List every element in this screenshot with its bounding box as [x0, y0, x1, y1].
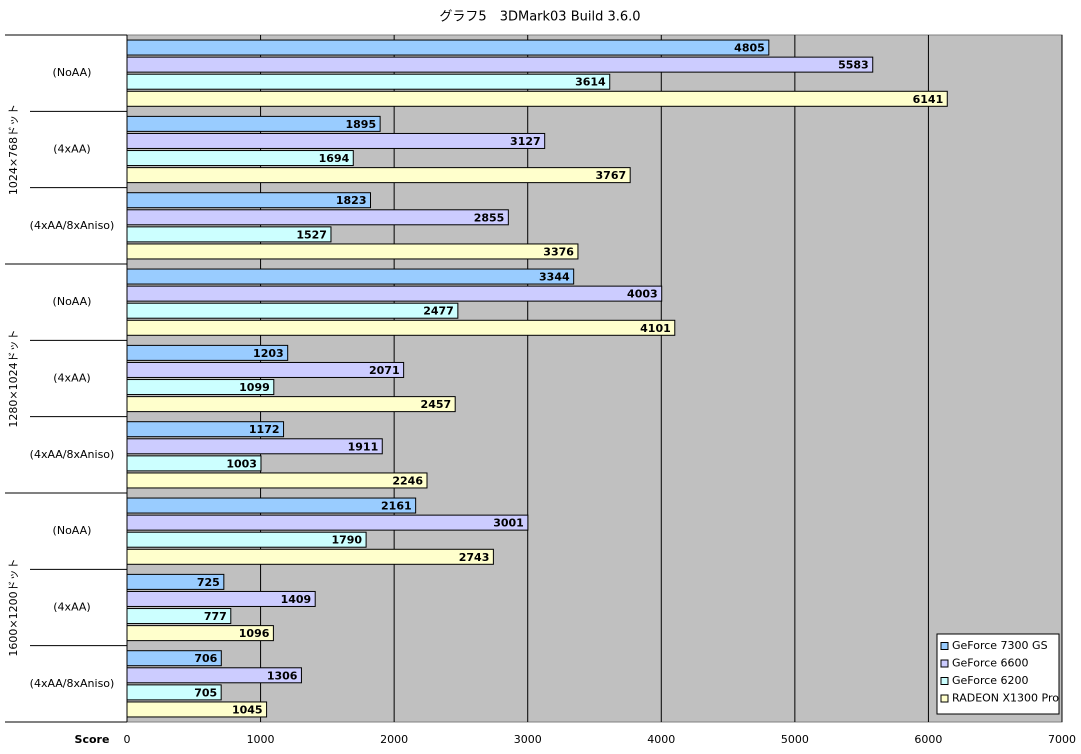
- legend-box: [936, 633, 1060, 715]
- data-label: 2457: [421, 398, 452, 411]
- bar: [126, 531, 367, 548]
- bar: [126, 73, 611, 90]
- bar: [126, 90, 948, 107]
- bar: [126, 132, 546, 149]
- data-label: 5583: [838, 59, 869, 72]
- data-label: 3344: [539, 271, 570, 284]
- legend-swatch: [940, 694, 949, 703]
- x-tick-label: 7000: [1048, 733, 1076, 746]
- data-label: 1203: [253, 347, 284, 360]
- data-label: 2161: [381, 500, 412, 513]
- data-label: 2071: [369, 364, 400, 377]
- data-label: 3767: [596, 169, 627, 182]
- bar: [126, 268, 575, 285]
- bar: [126, 548, 494, 565]
- data-label: 6141: [913, 93, 944, 106]
- data-label: 3127: [510, 135, 541, 148]
- data-label: 3614: [575, 76, 606, 89]
- x-tick-label: 6000: [914, 733, 942, 746]
- bar: [126, 167, 631, 184]
- data-label: 2246: [392, 474, 423, 487]
- bar: [126, 497, 417, 514]
- bar: [126, 514, 529, 531]
- data-label: 725: [197, 576, 220, 589]
- data-label: 3001: [493, 517, 524, 530]
- plot-area: [126, 34, 1063, 723]
- x-tick-label: 4000: [647, 733, 675, 746]
- data-label: 4805: [734, 42, 765, 55]
- bar: [126, 396, 456, 413]
- data-label: 706: [194, 652, 217, 665]
- bar: [126, 39, 770, 56]
- data-label: 4003: [627, 288, 658, 301]
- category-label: (NoAA): [53, 524, 92, 537]
- bar: [126, 302, 459, 319]
- group-label: 1280×1024ドット: [7, 329, 20, 427]
- data-label: 1306: [267, 669, 298, 682]
- legend-label: GeForce 6600: [952, 657, 1029, 670]
- data-label: 1823: [336, 194, 367, 207]
- data-label: 1045: [232, 703, 263, 716]
- data-label: 2477: [423, 305, 454, 318]
- data-label: 1099: [239, 381, 270, 394]
- data-label: 2743: [459, 551, 490, 564]
- data-label: 1409: [281, 593, 312, 606]
- category-label: (NoAA): [53, 295, 92, 308]
- legend-swatch: [940, 659, 949, 668]
- category-label: (4xAA): [53, 143, 90, 156]
- bar: [126, 115, 381, 132]
- category-label: (4xAA/8xAniso): [30, 448, 115, 461]
- legend-label: GeForce 7300 GS: [952, 639, 1048, 652]
- data-label: 1172: [249, 423, 280, 436]
- data-label: 2855: [474, 211, 505, 224]
- data-label: 1527: [296, 228, 327, 241]
- legend-label: RADEON X1300 Pro: [952, 692, 1059, 705]
- category-label: (NoAA): [53, 66, 92, 79]
- data-label: 1096: [239, 627, 270, 640]
- chart-title: グラフ5 3DMark03 Build 3.6.0: [439, 10, 640, 25]
- category-label: (4xAA/8xAniso): [30, 677, 115, 690]
- bar: [126, 56, 874, 73]
- category-label: (4xAA): [53, 372, 90, 385]
- bar: [126, 472, 428, 489]
- data-label: 1694: [319, 152, 350, 165]
- x-tick-label: 1000: [247, 733, 275, 746]
- data-label: 1895: [345, 118, 376, 131]
- legend-label: GeForce 6200: [952, 674, 1029, 687]
- x-tick-label: 3000: [514, 733, 542, 746]
- bar: [126, 438, 383, 455]
- x-tick-label: 0: [124, 733, 131, 746]
- legend-swatch: [940, 642, 949, 650]
- x-tick-label: 5000: [781, 733, 809, 746]
- x-axis-label: Score: [75, 733, 110, 746]
- group-label: 1024×768ドット: [7, 104, 20, 195]
- category-label: (4xAA): [53, 601, 90, 614]
- legend-swatch: [940, 677, 949, 685]
- bar: [126, 361, 405, 378]
- category-label: (4xAA/8xAniso): [30, 219, 115, 232]
- data-label: 1790: [331, 534, 362, 547]
- data-label: 4101: [640, 322, 671, 335]
- bar: [126, 243, 579, 260]
- group-label: 1600×1200ドット: [7, 558, 20, 656]
- data-label: 705: [194, 686, 217, 699]
- x-tick-label: 2000: [380, 733, 408, 746]
- bar: [126, 285, 663, 302]
- bar: [126, 192, 372, 209]
- data-label: 777: [204, 610, 227, 623]
- data-label: 3376: [543, 245, 574, 258]
- data-label: 1911: [348, 440, 379, 453]
- bar: [126, 209, 509, 226]
- bar: [126, 319, 676, 336]
- data-label: 1003: [226, 457, 257, 470]
